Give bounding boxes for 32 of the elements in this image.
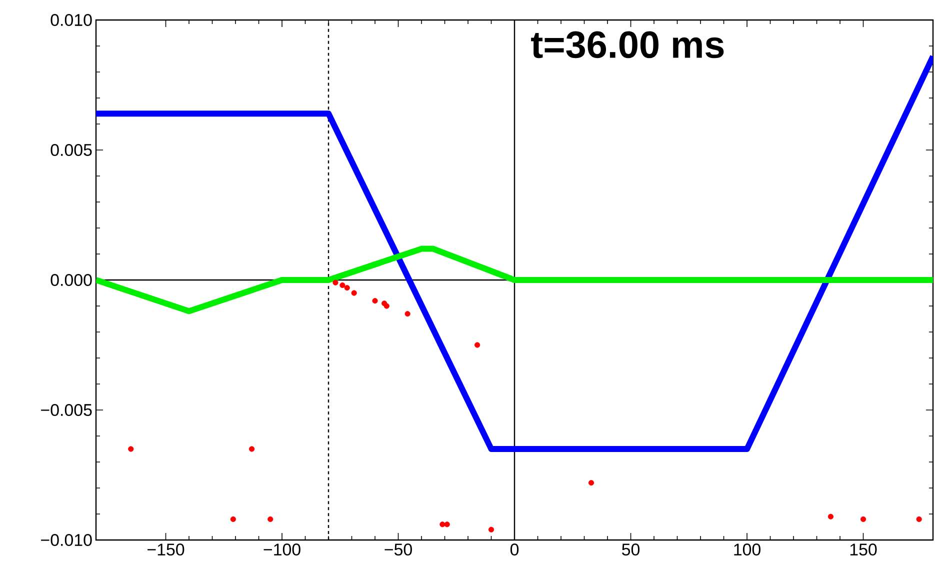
point	[488, 526, 494, 532]
point	[340, 282, 346, 288]
point	[444, 522, 450, 528]
point	[332, 280, 338, 286]
point	[828, 514, 834, 520]
x-tick-label: 100	[734, 544, 760, 556]
x-tick-label: −100	[264, 544, 300, 556]
point	[916, 516, 922, 522]
point	[351, 290, 357, 296]
x-tick-label: −150	[148, 544, 184, 556]
y-tick-label: 0.010	[50, 14, 92, 26]
point	[268, 516, 274, 522]
x-tick-label: 150	[850, 544, 877, 556]
y-tick-label: 0.000	[50, 274, 92, 286]
y-tick-label: −0.010	[41, 534, 92, 546]
point	[860, 516, 866, 522]
point	[384, 303, 390, 309]
x-tick-label: 50	[622, 544, 640, 556]
point	[372, 298, 378, 304]
point	[588, 480, 594, 486]
point	[230, 516, 236, 522]
point	[440, 522, 446, 528]
annotation: t=36.00 ms	[531, 31, 724, 58]
point	[128, 446, 134, 452]
y-tick-label: 0.005	[50, 144, 92, 156]
point	[404, 311, 410, 317]
x-tick-label: −50	[384, 544, 412, 556]
point	[344, 285, 350, 291]
y-tick-label: −0.005	[41, 404, 92, 416]
point	[248, 446, 255, 452]
x-tick-label: 0	[510, 544, 519, 556]
point	[474, 342, 480, 348]
